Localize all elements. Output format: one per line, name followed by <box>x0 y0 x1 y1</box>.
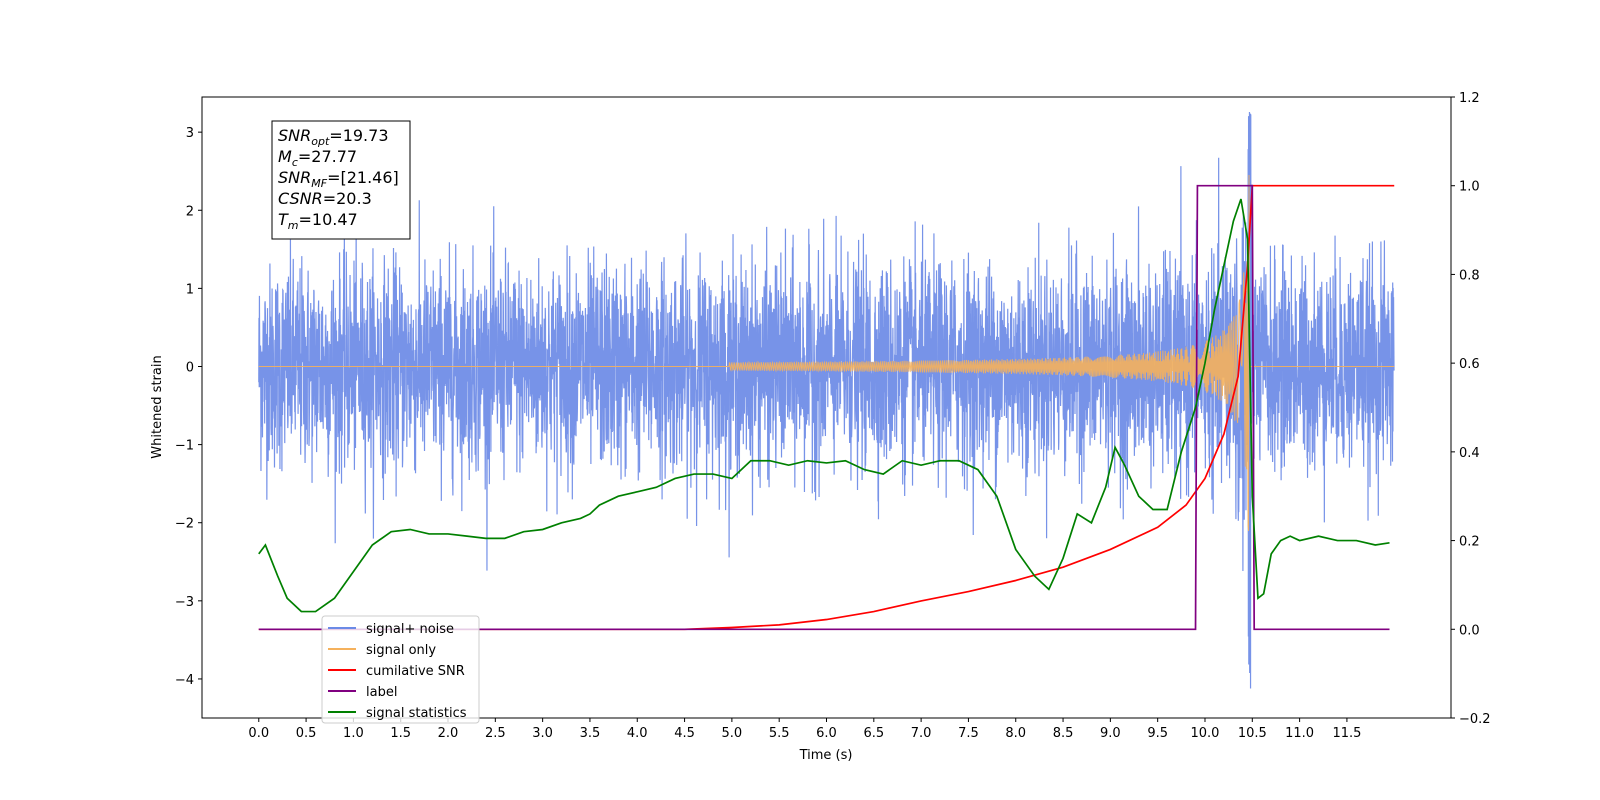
series-line-cumulative-snr <box>258 184 1395 631</box>
annotation-frame <box>271 120 411 240</box>
y-axis-label: Whitened strain <box>150 355 165 458</box>
legend-label: signal statistics <box>366 706 467 721</box>
x-tick-label: 1.0 <box>343 726 364 741</box>
legend-label: cumilative SNR <box>366 664 465 679</box>
x-tick-label: 7.5 <box>958 726 979 741</box>
legend-label: label <box>366 685 397 700</box>
x-tick-label: 6.5 <box>863 726 884 741</box>
y-tick-label: −1 <box>175 439 194 454</box>
series-line-label <box>258 184 1390 631</box>
x-tick-label: 8.0 <box>1005 726 1026 741</box>
legend: signal+ noise signal only cumilative SNR la… <box>321 615 480 724</box>
x-tick-label: 5.5 <box>769 726 790 741</box>
x-axis-label: Time (s) <box>799 748 853 763</box>
series-layer <box>258 112 1395 689</box>
y2-tick-label: 0.6 <box>1459 357 1480 372</box>
plot-area <box>258 112 1395 689</box>
x-tick-label: 8.5 <box>1053 726 1074 741</box>
legend-frame <box>321 615 480 724</box>
y-tick-label: 3 <box>186 126 194 141</box>
legend-label: signal+ noise <box>366 622 454 637</box>
y2-tick-label: 0.2 <box>1459 535 1480 550</box>
x-tick-label: 2.5 <box>485 726 506 741</box>
x-tick-label: 11.5 <box>1332 726 1361 741</box>
series-line-signal-statistics <box>258 198 1390 613</box>
x-tick-label: 9.5 <box>1147 726 1168 741</box>
x-tick-label: 2.0 <box>438 726 459 741</box>
x-tick-label: 4.5 <box>674 726 695 741</box>
x-tick-label: 4.0 <box>627 726 648 741</box>
y-tick-label: 0 <box>186 360 194 375</box>
y-tick-label: −2 <box>175 517 194 532</box>
x-tick-label: 9.0 <box>1100 726 1121 741</box>
annotation-line: Tm=10.47 <box>278 210 358 232</box>
x-tick-label: 0.0 <box>248 726 269 741</box>
x-tick-label: 6.0 <box>816 726 837 741</box>
y2-tick-label: 1.0 <box>1459 180 1480 195</box>
y-tick-label: −3 <box>175 595 194 610</box>
annotation-line: SNRopt=19.73 <box>278 126 389 148</box>
x-tick-label: 7.0 <box>911 726 932 741</box>
y-tick-label: 1 <box>186 282 194 297</box>
x-tick-label: 5.0 <box>722 726 743 741</box>
x-tick-label: 11.0 <box>1285 726 1314 741</box>
y2-tick-label: 0.8 <box>1459 268 1480 283</box>
axes: 0.0 0.5 1.0 1.5 2.0 2.5 3.0 3.5 4.0 4.5 5.0 5.5 6.0 6… <box>175 91 1491 741</box>
y2-tick-label: 0.4 <box>1459 446 1480 461</box>
y-tick-label: 2 <box>186 204 194 219</box>
annotation-line: SNRMF=[21.46] <box>278 168 399 190</box>
y2-tick-label: −0.2 <box>1459 712 1491 727</box>
x-tick-label: 10.5 <box>1238 726 1267 741</box>
annotation-box: SNRopt=19.73Mc=27.77SNRMF=[21.46]CSNR=20… <box>271 120 411 240</box>
x-tick-label: 3.5 <box>580 726 601 741</box>
series-line-signal-only <box>258 175 1395 531</box>
x-tick-label: 10.0 <box>1191 726 1220 741</box>
x-tick-label: 1.5 <box>390 726 411 741</box>
y-tick-label: −4 <box>175 673 194 688</box>
annotation-line: Mc=27.77 <box>278 147 357 169</box>
y2-tick-label: 1.2 <box>1459 91 1480 106</box>
x-tick-label: 0.5 <box>296 726 317 741</box>
annotation-line: CSNR=20.3 <box>278 189 372 208</box>
x-tick-label: 3.0 <box>532 726 553 741</box>
legend-label: signal only <box>366 643 436 658</box>
y2-tick-label: 0.0 <box>1459 623 1480 638</box>
